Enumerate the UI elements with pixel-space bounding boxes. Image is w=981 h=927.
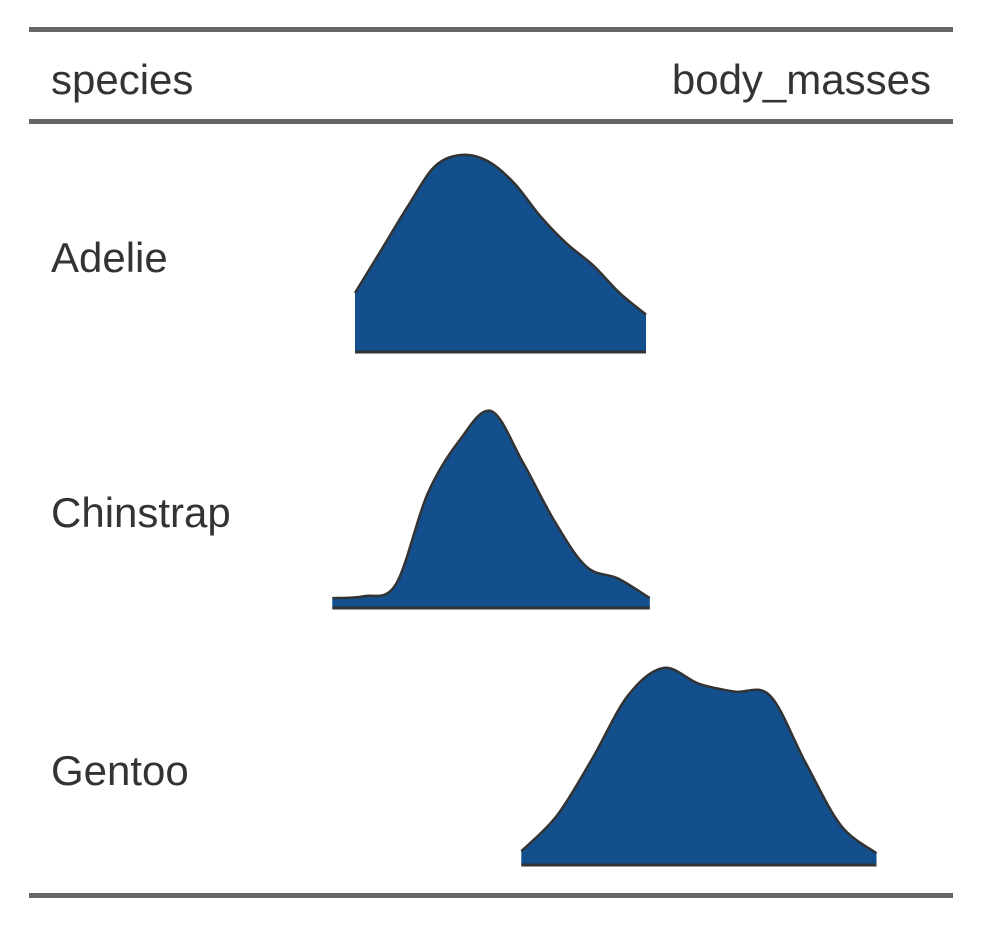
density-curve-chinstrap bbox=[332, 409, 651, 600]
column-header-species: species bbox=[51, 56, 194, 103]
header-divider-rule bbox=[29, 119, 953, 124]
density-area-gentoo bbox=[521, 667, 877, 865]
density-area-adelie bbox=[355, 154, 646, 352]
table-top-rule bbox=[29, 27, 953, 32]
species-label-chinstrap: Chinstrap bbox=[51, 489, 231, 536]
density-curve-gentoo bbox=[520, 666, 878, 855]
column-header-body-masses: body_masses bbox=[671, 56, 931, 103]
density-curve-adelie bbox=[353, 153, 647, 316]
species-label-adelie: Adelie bbox=[51, 234, 168, 281]
density-area-chinstrap bbox=[332, 410, 650, 608]
species-label-gentoo: Gentoo bbox=[51, 747, 189, 794]
table-bottom-rule bbox=[29, 893, 953, 898]
